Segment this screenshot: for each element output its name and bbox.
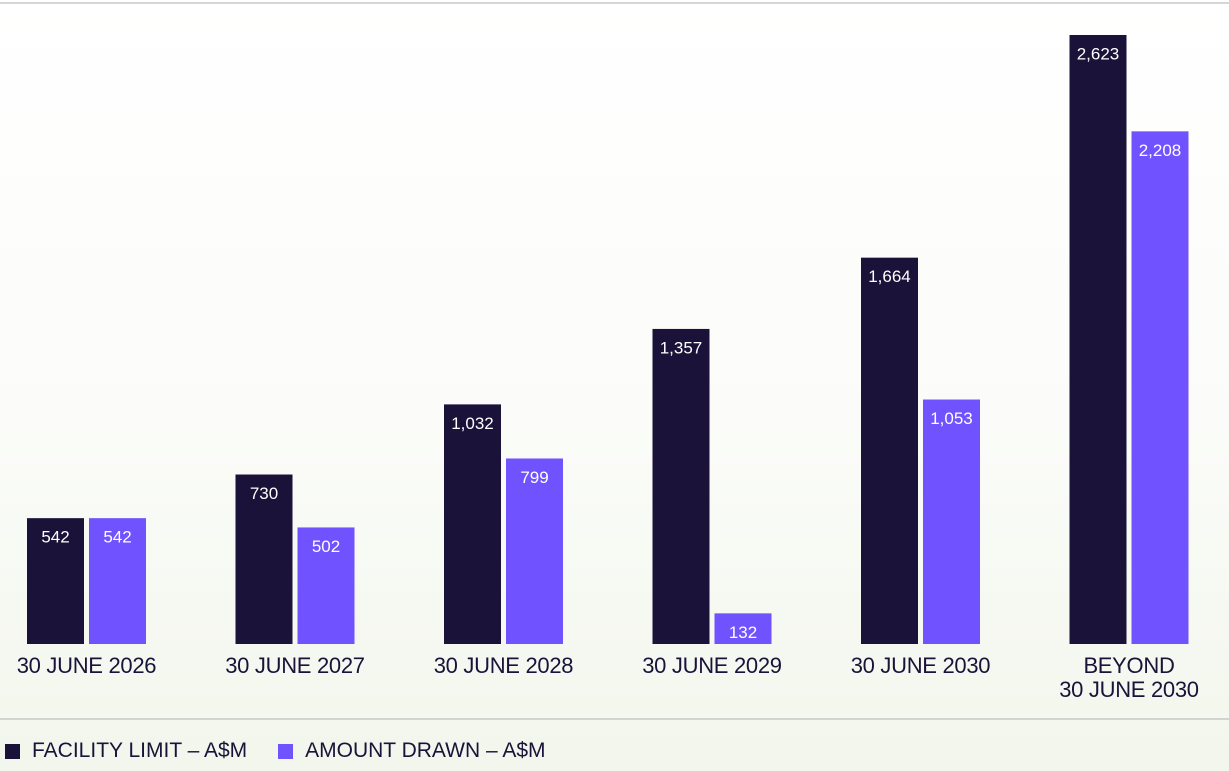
legend-swatch <box>278 743 294 759</box>
value-label: 542 <box>103 528 131 547</box>
bar <box>923 399 980 644</box>
x-tick-label: 30 JUNE 2027 <box>225 653 365 678</box>
value-label: 1,032 <box>451 414 494 433</box>
legend-label: AMOUNT DRAWN – A$M <box>305 739 546 762</box>
bar <box>1131 131 1189 645</box>
legend: FACILITY LIMIT – A$M AMOUNT DRAWN – A$M <box>0 739 572 763</box>
bar <box>1069 35 1127 644</box>
legend-item: AMOUNT DRAWN – A$M <box>278 739 546 763</box>
value-label: 2,623 <box>1077 44 1120 63</box>
x-tick-label: 30 JUNE 2026 <box>16 653 157 678</box>
value-label: 132 <box>729 623 757 642</box>
value-label: 542 <box>41 528 69 547</box>
value-label: 730 <box>250 484 278 503</box>
bar <box>444 404 501 644</box>
value-label: 1,053 <box>930 409 973 428</box>
bar <box>652 328 710 644</box>
x-tick-label: 30 JUNE 2028 <box>433 653 574 678</box>
value-label: 2,208 <box>1139 141 1182 160</box>
bar <box>297 527 355 644</box>
legend-item: FACILITY LIMIT – A$M <box>5 739 247 763</box>
value-label: 502 <box>312 537 340 556</box>
value-label: 1,357 <box>660 338 703 357</box>
bar <box>714 613 772 644</box>
x-tick-label: BEYOND 30 JUNE 2030 <box>1059 653 1199 702</box>
x-tick-label: 30 JUNE 2030 <box>850 653 991 678</box>
legend-swatch <box>5 743 20 759</box>
value-label: 799 <box>520 468 548 487</box>
bar <box>861 257 918 644</box>
bar <box>27 518 84 644</box>
value-label: 1,664 <box>868 267 911 286</box>
x-tick-label: 30 JUNE 2029 <box>642 653 782 678</box>
bar <box>89 518 146 644</box>
bar <box>506 458 563 644</box>
bar <box>235 474 293 644</box>
legend-label: FACILITY LIMIT – A$M <box>32 739 248 762</box>
